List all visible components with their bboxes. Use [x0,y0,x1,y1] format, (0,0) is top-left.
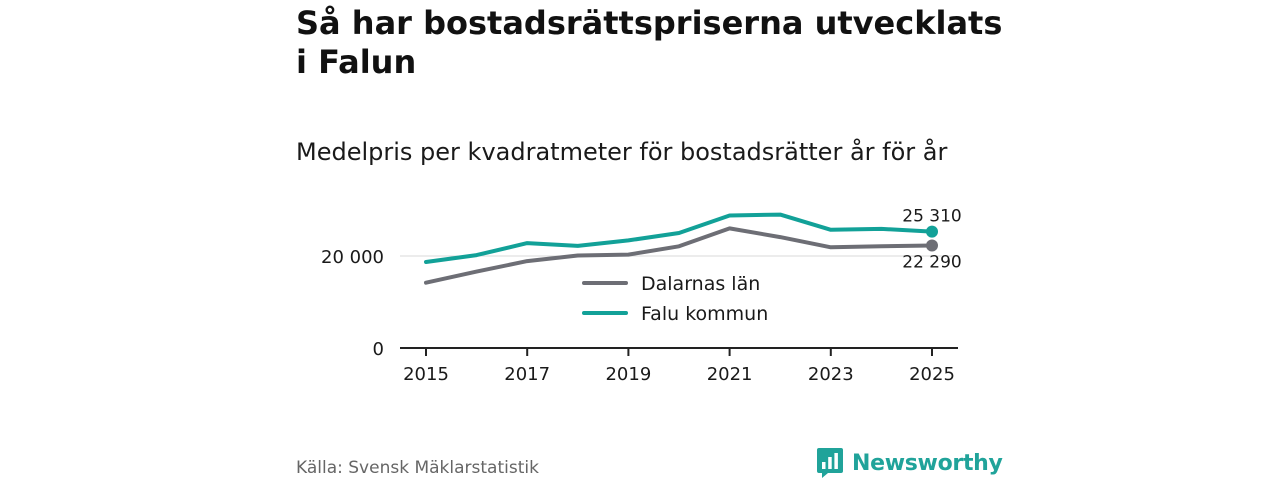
source-note: Källa: Svensk Mäklarstatistik [296,458,539,478]
x-tick-label: 2019 [605,364,651,385]
x-tick-label: 2015 [403,364,449,385]
x-tick-label: 2017 [504,364,550,385]
end-label-falu: 25 310 [902,207,961,227]
legend-label-0: Dalarnas län [641,273,760,295]
x-tick-label: 2021 [707,364,753,385]
legend-label-1: Falu kommun [641,303,768,325]
series-line-0 [424,226,934,285]
series-line-1 [424,212,934,264]
newsworthy-logo-icon [817,448,843,478]
chart-title: Så har bostadsrättspriserna utvecklats i… [296,4,1003,81]
end-label-dalarna: 22 290 [902,252,961,272]
series-endpoint-0 [926,239,938,252]
x-tick-label: 2023 [808,364,854,385]
brand-name: Newsworthy [852,450,1003,476]
y-tick-label: 20 000 [321,247,384,268]
brand-logo: Newsworthy [816,446,1003,480]
y-tick-label: 0 [373,339,384,360]
x-tick-label: 2025 [909,364,955,385]
chart-subtitle: Medelpris per kvadratmeter för bostadsrä… [296,138,948,166]
series-endpoint-1 [926,225,938,238]
